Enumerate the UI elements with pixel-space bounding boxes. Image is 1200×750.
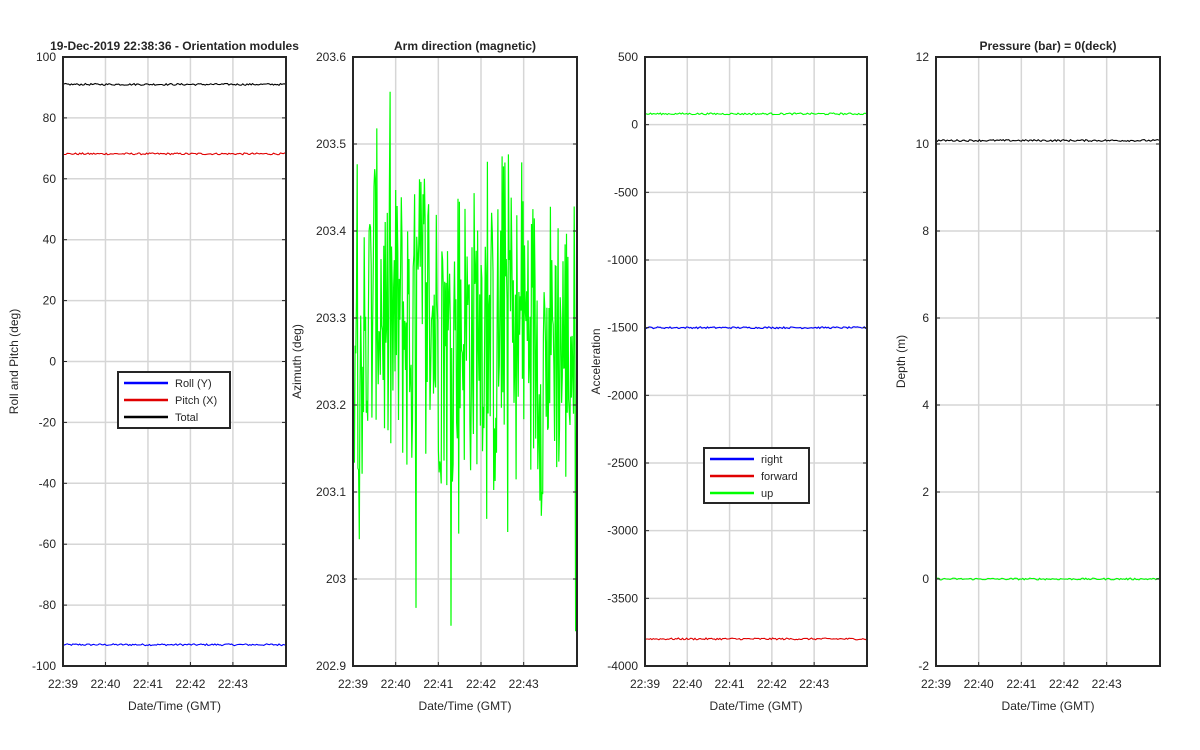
series-line-roll-y (62, 643, 287, 647)
x-axis-label: Date/Time (GMT) (128, 699, 221, 713)
y-tick-label: -4000 (607, 659, 638, 673)
y-tick-label: -80 (39, 598, 57, 612)
y-tick-label: -500 (614, 185, 638, 199)
series-line-trace-1 (352, 91, 578, 632)
y-axis-label: Roll and Pitch (deg) (7, 309, 21, 414)
legend-label: up (761, 488, 773, 500)
y-tick-label: 203.4 (316, 224, 346, 238)
y-tick-label: -3500 (607, 591, 638, 605)
y-tick-label: 0 (922, 572, 929, 586)
x-axis-label: Date/Time (GMT) (710, 699, 803, 713)
legend-label: right (761, 454, 782, 466)
x-axis-label: Date/Time (GMT) (419, 699, 512, 713)
y-tick-label: 203.6 (316, 50, 346, 64)
x-tick-label: 22:40 (90, 677, 120, 691)
y-tick-label: -1500 (607, 321, 638, 335)
y-tick-label: 4 (922, 398, 929, 412)
y-tick-label: 0 (49, 355, 56, 369)
legend-label: Roll (Y) (175, 378, 212, 390)
x-tick-label: 22:42 (466, 677, 496, 691)
x-tick-label: 22:40 (964, 677, 994, 691)
x-axis-label: Date/Time (GMT) (1002, 699, 1095, 713)
y-tick-label: -60 (39, 537, 57, 551)
y-tick-label: 6 (922, 311, 929, 325)
x-tick-label: 22:43 (218, 677, 248, 691)
x-tick-label: 22:42 (1049, 677, 1079, 691)
y-axis-label: Acceleration (589, 328, 603, 394)
chart-panel-4: -2 0 2 4 6 8 10 12 22:39 22:40 22:41 22:42 22:43 Date… (894, 39, 1161, 713)
x-tick-label: 22:40 (381, 677, 411, 691)
chart-title: Arm direction (magnetic) (394, 39, 536, 53)
x-tick-label: 22:41 (423, 677, 453, 691)
x-tick-label: 22:43 (509, 677, 539, 691)
y-tick-label: 20 (43, 294, 57, 308)
legend-label: forward (761, 471, 798, 483)
axes-box (352, 56, 578, 667)
y-tick-label: 10 (916, 137, 930, 151)
series-line-forward (644, 637, 868, 641)
series-line-total (62, 82, 287, 87)
y-tick-label: -40 (39, 476, 57, 490)
series-line-pitch-x (63, 152, 287, 156)
legend-label: Pitch (X) (175, 395, 217, 407)
x-tick-label: 22:41 (715, 677, 745, 691)
x-tick-label: 22:39 (921, 677, 951, 691)
y-tick-label: 8 (922, 224, 929, 238)
y-tick-label: 203 (326, 572, 346, 586)
legend: right forward up (703, 447, 810, 504)
y-axis-label: Azimuth (deg) (290, 324, 304, 399)
y-axis-label: Depth (m) (894, 335, 908, 388)
x-tick-label: 22:39 (338, 677, 368, 691)
x-tick-label: 22:42 (757, 677, 787, 691)
series-line-right (644, 326, 868, 330)
x-tick-label: 22:39 (630, 677, 660, 691)
y-tick-label: 203.1 (316, 485, 346, 499)
chart-title: Pressure (bar) = 0(deck) (979, 39, 1116, 53)
y-tick-label: -3000 (607, 524, 638, 538)
chart-panel-1: -100 -80 -60 -40 -20 0 20 40 60 80 100 22:39 22:40 22… (7, 50, 287, 713)
x-tick-label: 22:41 (1006, 677, 1036, 691)
y-tick-label: 40 (43, 233, 57, 247)
y-tick-label: 203.2 (316, 398, 346, 412)
x-tick-label: 22:40 (672, 677, 702, 691)
y-tick-label: 12 (916, 50, 930, 64)
series-line-up (644, 112, 868, 116)
y-tick-label: 500 (618, 50, 638, 64)
y-tick-label: 202.9 (316, 659, 346, 673)
y-tick-label: 0 (631, 118, 638, 132)
x-tick-label: 22:43 (799, 677, 829, 691)
y-tick-label: -20 (39, 415, 57, 429)
x-tick-label: 22:39 (48, 677, 78, 691)
y-tick-label: 60 (43, 172, 57, 186)
y-tick-label: -100 (32, 659, 56, 673)
chart-panel-2: 202.9 203 203.1 203.2 203.3 203.4 203.5 203.6 22… (290, 39, 578, 713)
series-line-trace-2 (935, 577, 1161, 581)
chart-panel-3: -4000 -3500 -3000 -2500 -2000 -1500 -1000 -500 0… (589, 50, 868, 713)
legend-label: Total (175, 412, 198, 424)
x-tick-label: 22:42 (175, 677, 205, 691)
y-tick-label: 2 (922, 485, 929, 499)
x-tick-label: 22:41 (133, 677, 163, 691)
axes-box (644, 56, 868, 667)
x-tick-label: 22:43 (1092, 677, 1122, 691)
y-tick-label: -2000 (607, 388, 638, 402)
y-tick-label: 100 (36, 50, 56, 64)
y-tick-label: 80 (43, 111, 57, 125)
y-tick-label: -1000 (607, 253, 638, 267)
y-tick-label: 203.3 (316, 311, 346, 325)
series-line-trace-1 (935, 138, 1161, 143)
y-tick-label: 203.5 (316, 137, 346, 151)
figure-title: 19-Dec-2019 22:38:36 - Orientation modul… (50, 39, 299, 53)
y-tick-label: -2 (918, 659, 929, 673)
legend: Roll (Y) Pitch (X) Total (117, 371, 231, 429)
axes-box (935, 56, 1161, 667)
y-tick-label: -2500 (607, 456, 638, 470)
